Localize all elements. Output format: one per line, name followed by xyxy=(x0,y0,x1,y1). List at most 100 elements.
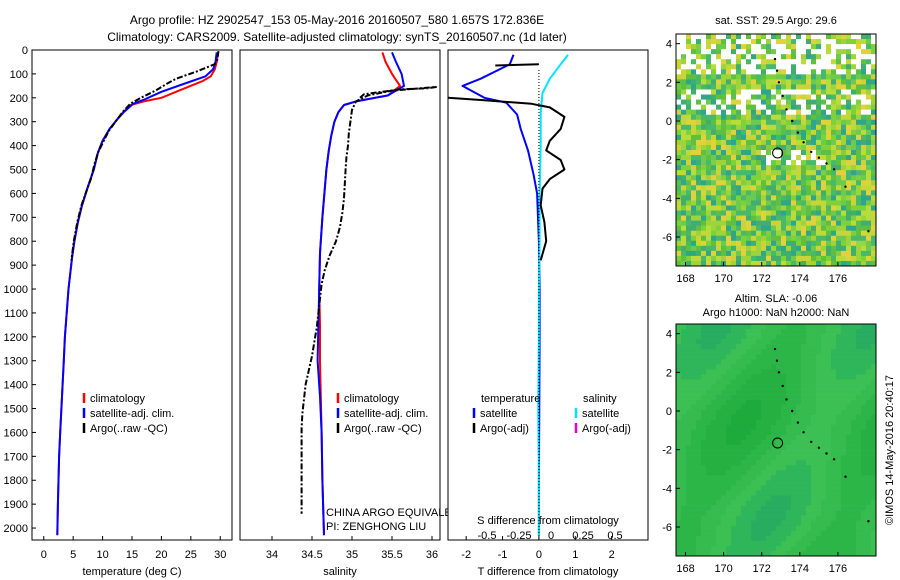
map-cell xyxy=(711,104,717,110)
difference-panel: -2 -1 0 1 2-0.5 -0.25 0 0.25 0.5 S difference fr… xyxy=(447,49,649,578)
legend-label: Argo(..raw -QC) xyxy=(90,423,168,435)
map-cell xyxy=(766,369,772,375)
map-cell xyxy=(691,384,697,390)
map-cell xyxy=(851,225,857,231)
map-cell xyxy=(816,354,822,360)
map-cell xyxy=(736,344,742,350)
map-cell xyxy=(781,515,787,521)
map-cell xyxy=(736,160,742,166)
map-cell xyxy=(736,535,742,542)
map-cell xyxy=(711,434,717,441)
map-cell xyxy=(701,465,707,471)
map-cell xyxy=(846,455,852,461)
map-cell xyxy=(821,389,827,395)
map-cell xyxy=(836,520,842,527)
map-cell xyxy=(861,205,867,211)
map-cell xyxy=(841,409,847,416)
map-cell xyxy=(836,129,842,136)
legend-label: Argo(-adj) xyxy=(582,423,631,435)
map-cell xyxy=(691,550,697,557)
map-cell xyxy=(696,364,702,370)
map-cell xyxy=(701,240,707,247)
map-cell xyxy=(831,144,837,151)
map-cell xyxy=(746,465,752,471)
map-cell xyxy=(736,84,742,90)
map-cell xyxy=(831,205,837,211)
map-cell xyxy=(836,475,842,481)
map-cell xyxy=(786,79,792,85)
map-cell xyxy=(716,470,722,476)
map-cell xyxy=(751,354,757,360)
map-cell xyxy=(791,129,797,136)
map-cell xyxy=(861,64,867,70)
map-cell xyxy=(786,359,792,365)
map-cell xyxy=(791,240,797,247)
map-cell xyxy=(756,64,762,70)
map-cell xyxy=(846,114,852,121)
map-cell xyxy=(871,475,877,481)
map-cell xyxy=(746,475,752,481)
map-cell xyxy=(741,505,747,511)
map-cell xyxy=(746,195,752,201)
map-cell xyxy=(781,104,787,110)
map-cell xyxy=(856,374,862,380)
map-cell xyxy=(771,445,777,451)
map-cell xyxy=(776,384,782,390)
map-cell xyxy=(766,134,772,141)
map-cell xyxy=(781,175,787,181)
map-cell xyxy=(726,445,732,451)
map-cell xyxy=(711,79,717,85)
map-cell xyxy=(861,480,867,486)
map-cell xyxy=(831,235,837,242)
map-cell xyxy=(866,215,872,221)
map-cell xyxy=(731,369,737,375)
map-cell xyxy=(701,124,707,131)
map-cell xyxy=(816,200,822,206)
map-cell xyxy=(796,334,802,340)
map-cell xyxy=(676,220,682,226)
map-cell xyxy=(816,74,822,80)
map-cell xyxy=(691,329,697,335)
map-cell xyxy=(856,160,862,166)
map-cell xyxy=(831,89,837,95)
map-cell xyxy=(831,155,837,161)
sla-map-track xyxy=(773,347,870,523)
map-cell xyxy=(806,455,812,461)
map-cell xyxy=(816,250,822,257)
map-cell xyxy=(846,364,852,370)
map-cell xyxy=(861,334,867,340)
map-cell xyxy=(836,235,842,242)
map-cell xyxy=(786,185,792,191)
map-cell xyxy=(786,399,792,405)
map-cell xyxy=(806,195,812,201)
map-cell xyxy=(726,64,732,70)
map-cell xyxy=(781,414,787,421)
map-cell xyxy=(711,440,717,446)
map-cell xyxy=(771,329,777,335)
map-cell xyxy=(706,460,712,466)
map-cell xyxy=(826,535,832,542)
map-cell xyxy=(841,475,847,481)
map-cell xyxy=(801,374,807,380)
map-cell xyxy=(716,94,722,100)
map-cell xyxy=(866,260,872,267)
map-cell xyxy=(746,510,752,516)
map-cell xyxy=(761,475,767,481)
map-cell xyxy=(751,334,757,340)
map-cell xyxy=(771,500,777,506)
map-cell xyxy=(781,190,787,196)
map-cell xyxy=(871,54,877,60)
map-cell xyxy=(761,349,767,355)
map-cell xyxy=(766,94,772,100)
map-cell xyxy=(846,104,852,110)
map-cell xyxy=(751,404,757,411)
map-cell xyxy=(836,349,842,355)
map-cell xyxy=(781,180,787,186)
map-cell xyxy=(736,44,742,50)
map-cell xyxy=(861,429,867,436)
map-cell xyxy=(851,59,857,65)
map-cell xyxy=(771,74,777,80)
map-cell xyxy=(731,475,737,481)
map-cell xyxy=(791,525,797,532)
